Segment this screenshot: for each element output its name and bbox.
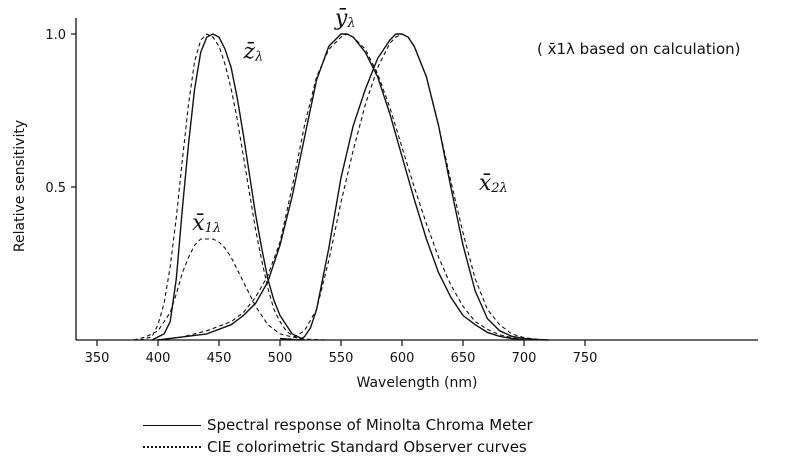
legend: Spectral response of Minolta Chroma Mete… (143, 414, 533, 458)
x-axis-title: Wavelength (nm) (357, 375, 478, 391)
x-tick-label: 350 (85, 351, 110, 366)
calculation-note: ( x̄1λ based on calculation) (537, 40, 741, 58)
x-tick-label: 450 (207, 351, 232, 366)
series-y-meter (157, 33, 525, 341)
x-tick-label: 400 (146, 351, 171, 366)
curve-label-x2bar: x̄2λ (479, 171, 508, 196)
curve-labels: z̄λ ȳλ x̄2λ x̄1λ (192, 6, 508, 236)
y-tick-label: 1.0 (45, 28, 66, 43)
series-x1-cie (133, 238, 329, 341)
x-tick-label: 750 (573, 351, 598, 366)
x-ticks: 350 400 450 500 550 600 650 700 750 (85, 340, 598, 366)
x-tick-label: 600 (390, 351, 415, 366)
series-y-cie (157, 33, 525, 341)
y-tick-label: 0.5 (45, 181, 66, 196)
curve-label-ybar: ȳλ (334, 6, 356, 31)
x-tick-label: 700 (512, 351, 537, 366)
legend-label-cie: CIE colorimetric Standard Observer curve… (207, 438, 527, 456)
legend-dotted-line-icon (143, 446, 201, 448)
x-tick-label: 500 (268, 351, 293, 366)
series-layer (133, 33, 549, 341)
series-z-meter (151, 33, 305, 341)
y-ticks: 0.5 1.0 (45, 28, 76, 196)
x-tick-label: 550 (329, 351, 354, 366)
x-tick-label: 650 (451, 351, 476, 366)
series-z-cie (139, 33, 305, 341)
axes (75, 18, 758, 341)
series-x2-meter (279, 33, 549, 341)
curve-label-zbar: z̄λ (242, 39, 263, 64)
legend-item-cie: CIE colorimetric Standard Observer curve… (143, 436, 533, 458)
series-x2-cie (279, 33, 549, 341)
y-axis-title: Relative sensitivity (12, 120, 28, 252)
legend-item-meter: Spectral response of Minolta Chroma Mete… (143, 414, 533, 436)
legend-label-meter: Spectral response of Minolta Chroma Mete… (207, 416, 533, 434)
curve-label-x1bar: x̄1λ (192, 211, 221, 236)
legend-solid-line-icon (143, 424, 201, 426)
